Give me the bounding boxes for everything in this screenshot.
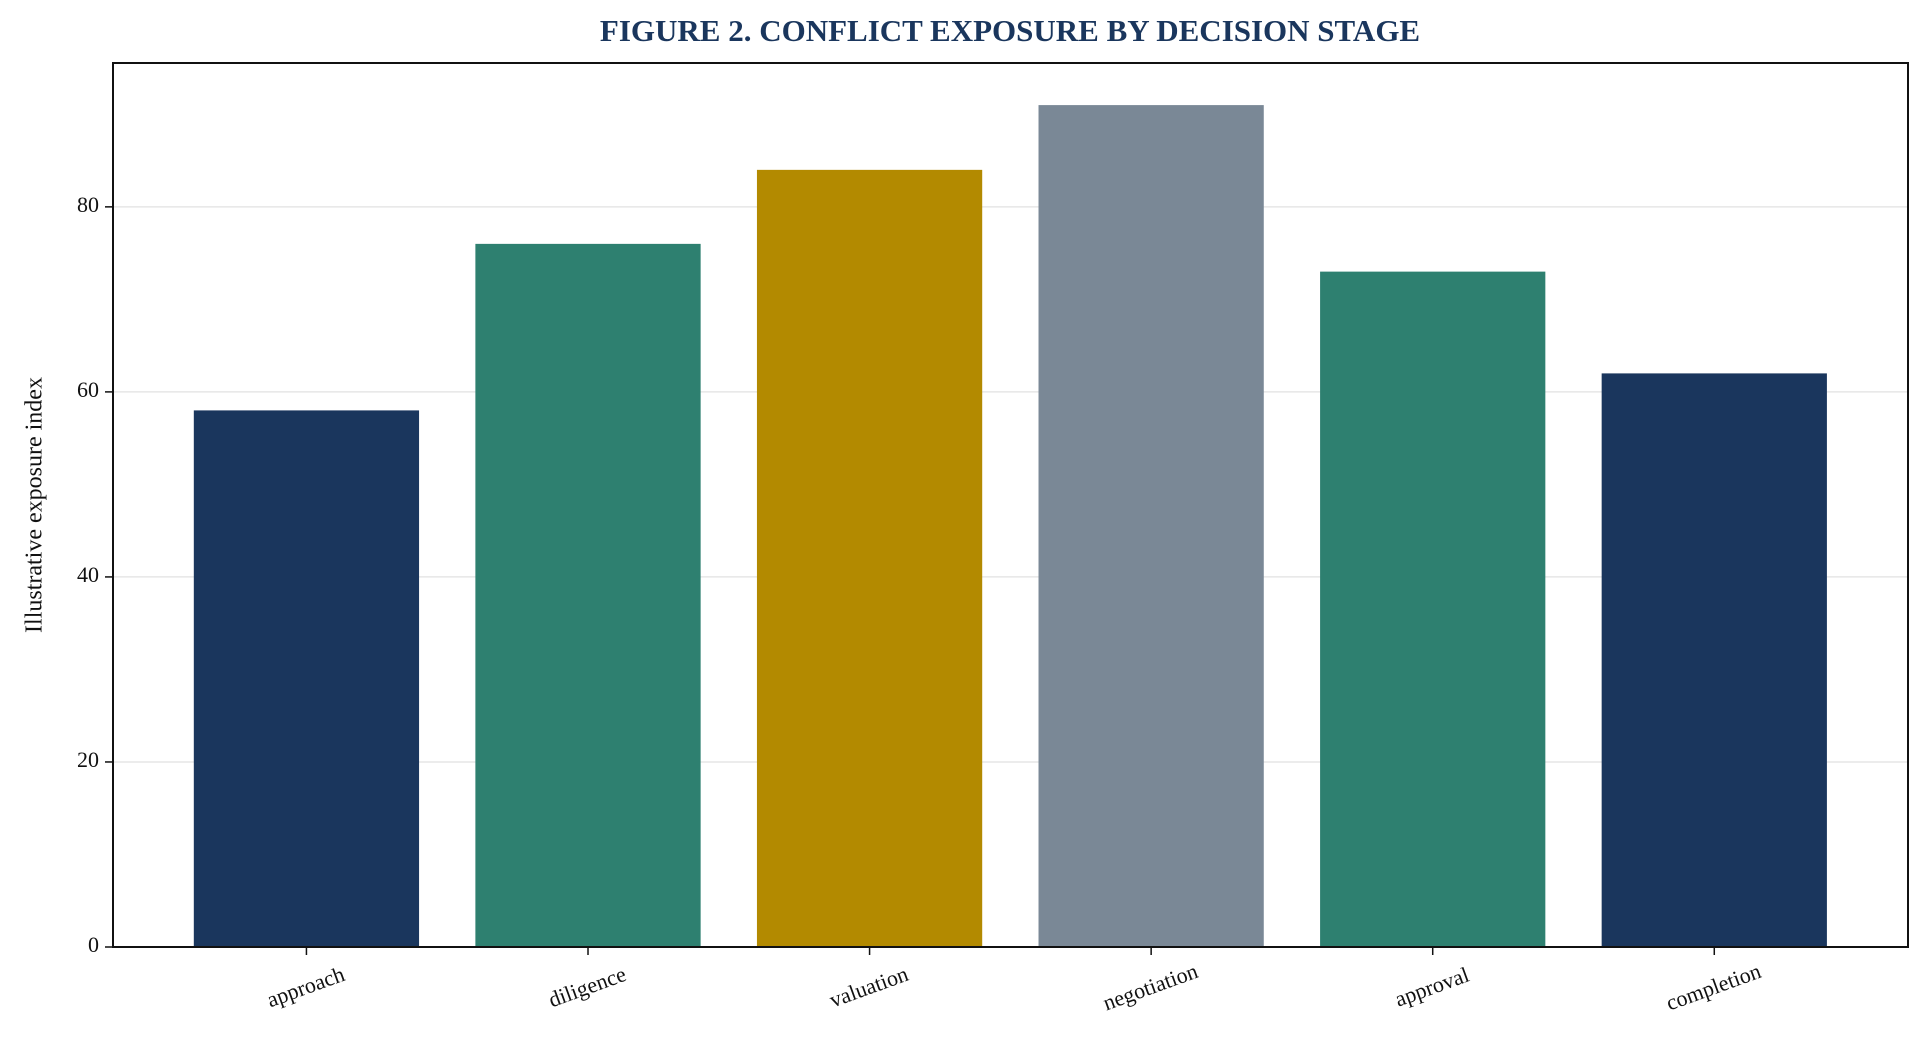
bar bbox=[475, 243, 701, 948]
x-tick-label: approach bbox=[263, 961, 347, 1012]
bar bbox=[193, 410, 420, 947]
bar bbox=[1320, 271, 1546, 947]
bar bbox=[756, 169, 983, 947]
x-tick-label: negotiation bbox=[1100, 958, 1202, 1015]
x-tick-label: completion bbox=[1663, 958, 1765, 1015]
y-axis-label: Illustrative exposure index bbox=[22, 377, 48, 633]
plot-frame bbox=[112, 62, 1909, 948]
bar bbox=[1038, 105, 1264, 948]
y-tick-label: 40 bbox=[77, 562, 99, 587]
y-tick-label: 60 bbox=[77, 377, 99, 402]
y-tick-label: 20 bbox=[77, 747, 99, 772]
x-tick-label: approval bbox=[1391, 962, 1472, 1012]
x-tick-label: valuation bbox=[826, 961, 911, 1012]
y-tick-label: 80 bbox=[77, 192, 99, 217]
bar bbox=[1601, 373, 1827, 948]
x-tick-label: diligence bbox=[545, 961, 629, 1012]
y-tick-label: 0 bbox=[88, 932, 99, 957]
chart-title: FIGURE 2. CONFLICT EXPOSURE BY DECISION … bbox=[600, 13, 1420, 48]
